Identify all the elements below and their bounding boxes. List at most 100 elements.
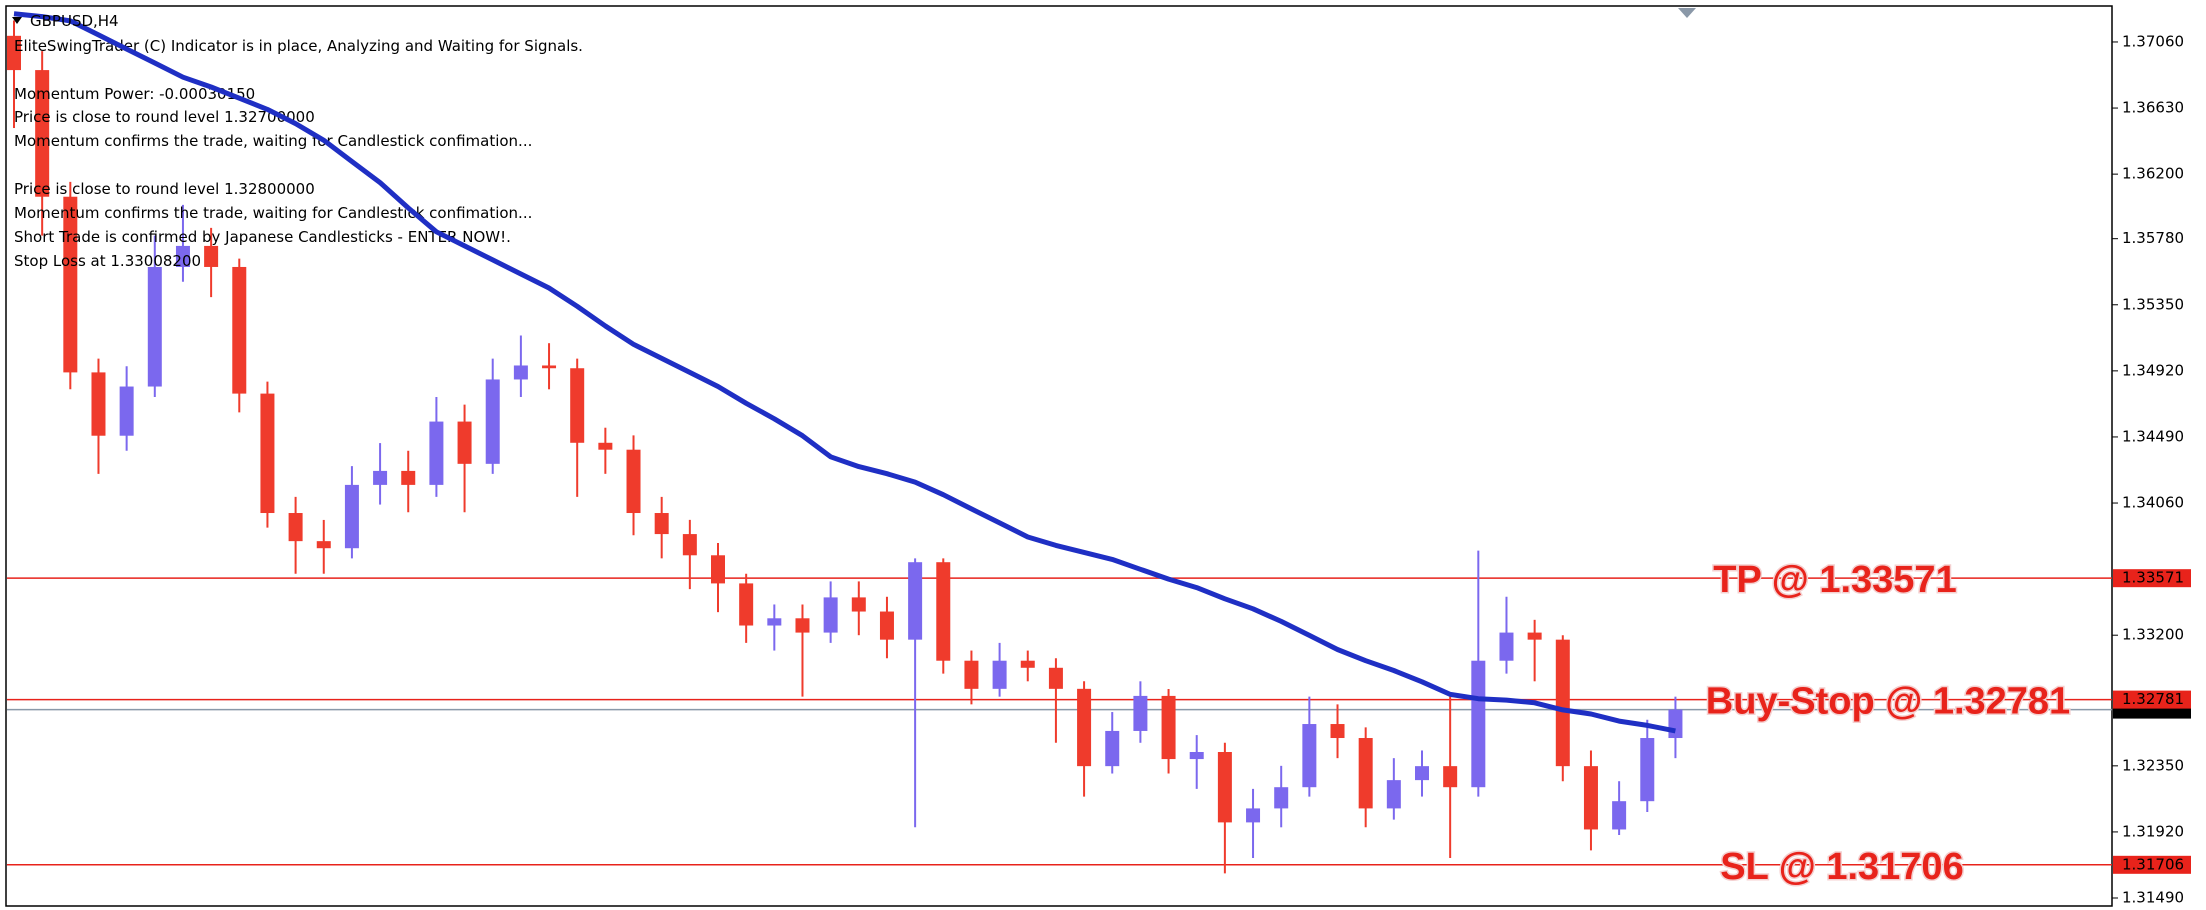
info-line: Price is close to round level 1.32800000 <box>14 180 315 198</box>
candle-body <box>1246 808 1261 823</box>
candle-body <box>344 484 359 549</box>
price-axis: 1.37060 1.36630 1.36200 1.35780 1.35350 1.349… <box>2112 32 2191 907</box>
candle-body <box>63 196 78 373</box>
candle-body <box>457 421 472 464</box>
candle-body <box>1217 752 1232 823</box>
candle-body <box>232 266 247 394</box>
candle-body <box>373 470 388 485</box>
y-tick-label: 1.36200 <box>2122 165 2184 183</box>
candle-body <box>1555 639 1570 767</box>
overlay-layer: EliteSwingTrader (C) Indicator is in pla… <box>13 11 2072 889</box>
candle-body <box>401 470 416 485</box>
y-tick-label: 1.31490 <box>2122 889 2184 907</box>
moving-average <box>13 11 1676 734</box>
candle-body <box>1443 766 1458 788</box>
candle-body <box>739 583 754 626</box>
level-price-box <box>2113 690 2191 709</box>
info-line: Stop Loss at 1.33008200 <box>14 252 201 270</box>
y-tick-label: 1.32350 <box>2122 756 2184 774</box>
candle-body <box>1668 709 1683 739</box>
candle-body <box>288 513 303 542</box>
candle-body <box>795 618 810 633</box>
candle-body <box>767 618 782 626</box>
candle-body <box>1020 660 1035 668</box>
level-price-label: 1.32781 <box>2122 690 2184 708</box>
candle-body <box>1161 695 1176 760</box>
candle-body <box>316 541 331 549</box>
candle-body <box>119 386 134 436</box>
info-line: Short Trade is confirmed by Japanese Can… <box>14 228 511 246</box>
candle-body <box>542 365 557 369</box>
candle-body <box>1105 730 1120 767</box>
candle-body <box>851 597 866 612</box>
info-line: Momentum confirms the trade, waiting for… <box>14 204 532 222</box>
candle-body <box>1274 787 1289 809</box>
candle-body <box>1640 738 1655 802</box>
candle-body <box>35 70 50 197</box>
candle-body <box>1527 632 1542 640</box>
candle-body <box>964 660 979 689</box>
candle-body <box>1330 724 1345 739</box>
y-tick-label: 1.33200 <box>2122 626 2184 644</box>
candle-body <box>1386 780 1401 809</box>
level-price-label: 1.31706 <box>2122 855 2184 873</box>
candle-body <box>260 393 275 514</box>
plot-frame <box>5 5 2113 907</box>
candle-body <box>513 365 528 380</box>
candle-body <box>711 555 725 584</box>
candle-body <box>1612 801 1627 830</box>
level-annotation: Buy-Stop @ 1.32781 <box>1706 681 2070 723</box>
info-line: Price is close to round level 1.32700000 <box>14 108 315 126</box>
candle-body <box>91 372 106 436</box>
level-price-box <box>2113 569 2191 588</box>
candle-body <box>1415 766 1429 781</box>
candle-body <box>1583 766 1598 830</box>
candle-body <box>7 35 21 71</box>
candle-body <box>1133 695 1148 731</box>
candle-body <box>654 513 669 535</box>
candle-body <box>147 266 162 387</box>
candle-body <box>823 597 838 633</box>
candle-body <box>570 368 585 443</box>
y-tick-label: 1.37060 <box>2122 32 2184 50</box>
symbol-label: GBPUSD,H4 <box>30 12 119 30</box>
candle-body <box>1077 688 1092 767</box>
y-tick-label: 1.36630 <box>2122 99 2184 117</box>
candle-body <box>1189 752 1204 760</box>
y-tick-label: 1.34490 <box>2122 427 2184 445</box>
level-price-box <box>2113 855 2191 874</box>
symbol-arrow <box>12 17 22 24</box>
candle-body <box>1302 724 1317 788</box>
candle-body <box>626 449 641 514</box>
y-tick-label: 1.35780 <box>2122 229 2184 247</box>
levels-layer <box>7 577 2112 866</box>
candle-body <box>175 245 190 267</box>
candle-body <box>908 562 923 640</box>
candle-body <box>1358 738 1373 809</box>
level-annotation: TP @ 1.33571 <box>1713 559 1956 601</box>
level-annotation: SL @ 1.31706 <box>1720 846 1963 888</box>
y-tick-label: 1.34060 <box>2122 494 2184 512</box>
candle-body <box>936 562 951 661</box>
candles-layer <box>7 20 1683 874</box>
info-line: Momentum confirms the trade, waiting for… <box>14 132 532 150</box>
candle-body <box>429 421 444 485</box>
candle-body <box>1499 632 1514 661</box>
y-tick-label: 1.31920 <box>2122 822 2184 840</box>
candle-body <box>992 660 1007 689</box>
shift-marker <box>1678 8 1696 18</box>
info-line: EliteSwingTrader (C) Indicator is in pla… <box>14 37 583 55</box>
candle-body <box>1048 667 1063 689</box>
level-price-label: 1.33571 <box>2122 569 2184 587</box>
y-tick-label: 1.34920 <box>2122 361 2184 379</box>
candle-body <box>879 611 894 640</box>
candle-body <box>1471 660 1486 788</box>
candle-body <box>598 442 613 450</box>
y-tick-label: 1.35350 <box>2122 295 2184 313</box>
candle-body <box>682 534 697 556</box>
candle-body <box>485 379 500 464</box>
candle-body <box>204 245 219 267</box>
info-line: Momentum Power: -0.00030150 <box>14 85 255 103</box>
